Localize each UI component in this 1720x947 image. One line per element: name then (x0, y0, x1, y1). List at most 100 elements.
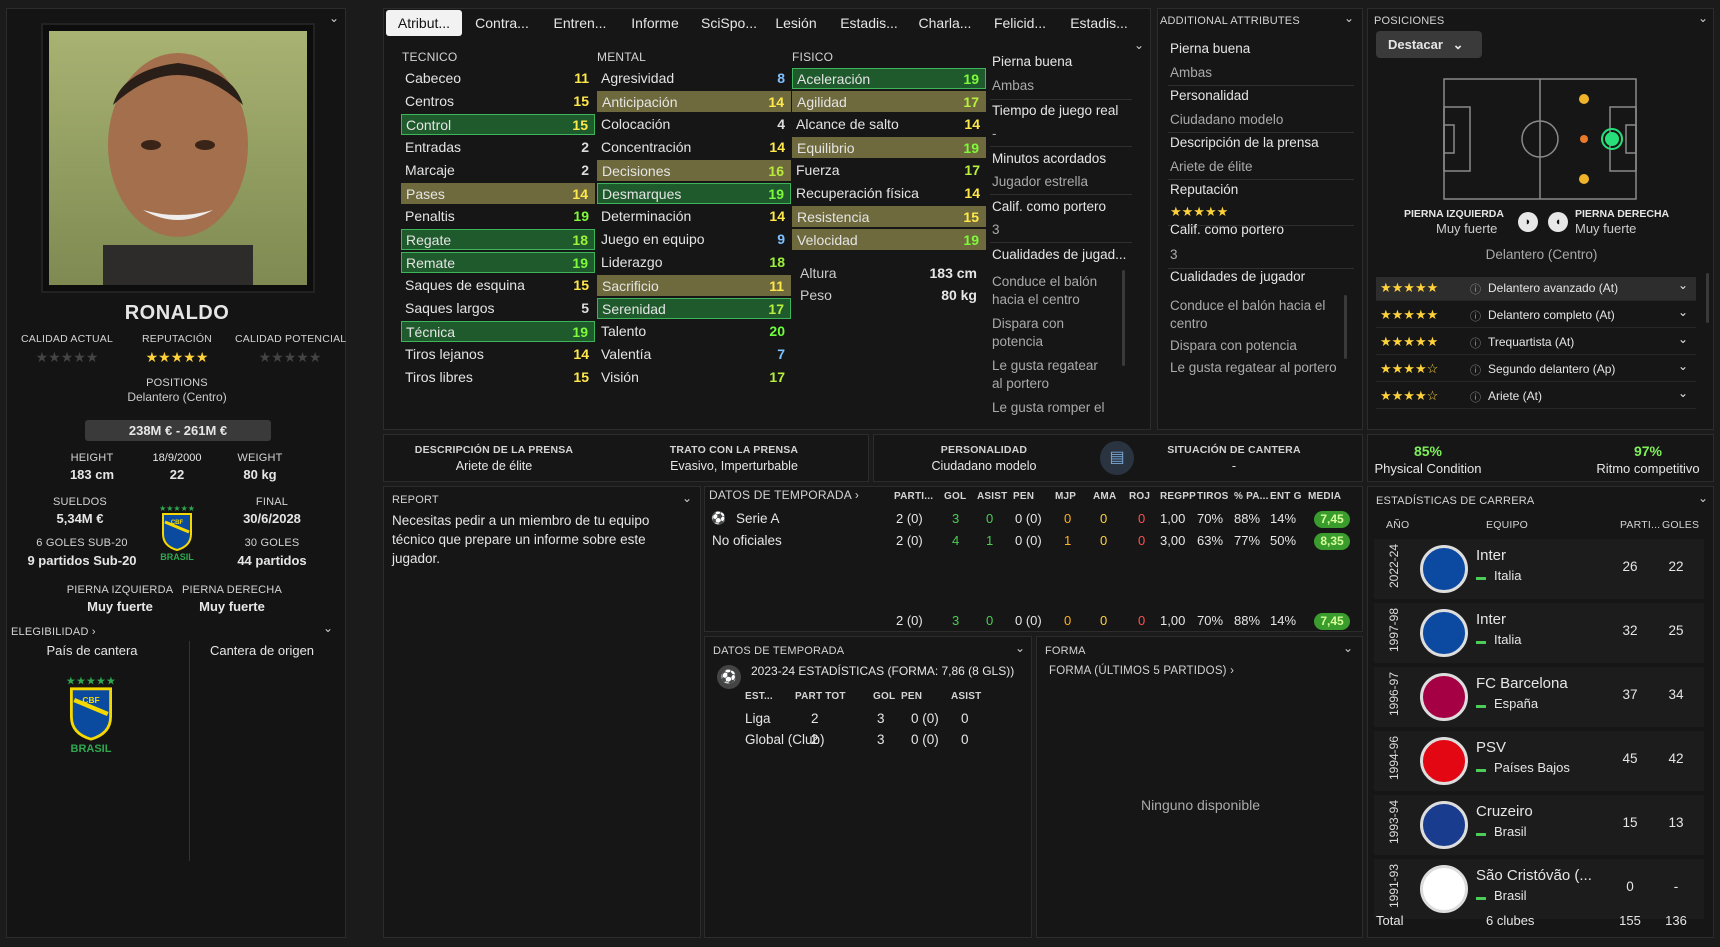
elegibilidad-label: ELEGIBILIDAD (11, 626, 89, 638)
forma-sub-link[interactable]: FORMA (ÚLTIMOS 5 PARTIDOS) › (1049, 665, 1235, 677)
sueldos-label: SUELDOS (53, 496, 107, 508)
club-crest-icon (1420, 801, 1468, 849)
tab-3[interactable]: Informe (631, 15, 679, 31)
role-row[interactable]: ★★★★☆ ⓘ Ariete (At) ⌄ (1376, 385, 1696, 409)
reputacion-label: REPUTACIÓN (141, 333, 213, 345)
scrollbar[interactable] (1344, 295, 1347, 359)
attribute-name: Concentración (601, 139, 692, 155)
club-country: Italia (1494, 568, 1522, 583)
tab-7[interactable]: Charla... (918, 15, 972, 31)
tab-4[interactable]: SciSpo... (700, 15, 758, 31)
season2-panel: DATOS DE TEMPORADA ⌄ ⚽ 2023-24 ESTADÍSTI… (704, 636, 1032, 938)
attribute-value: 2 (581, 162, 589, 178)
career-row[interactable]: 2022-24 Inter ▬ Italia 26 22 (1374, 539, 1704, 599)
player-profile-panel: ⌄ RONALDO CALIDAD ACTUAL REPUTACIÓN CALI… (6, 8, 346, 938)
chevron-down-icon[interactable]: ⌄ (1015, 641, 1026, 655)
info-icon[interactable]: ⓘ (1470, 392, 1481, 404)
rating-pill: 7,45 (1314, 613, 1350, 630)
attribute-value: 19 (573, 208, 589, 224)
season2-cell: 3 (877, 711, 885, 726)
career-goals: 34 (1668, 687, 1684, 702)
season-cell: 0 (1100, 533, 1108, 548)
attribute-name: Control (406, 117, 452, 133)
chevron-down-icon[interactable]: ⌄ (1344, 11, 1355, 25)
tab-8[interactable]: Felicid... (993, 15, 1047, 31)
flag-icon: ▬ (1476, 636, 1486, 647)
role-name: Delantero completo (At) (1488, 308, 1615, 322)
season-cell: 0 (1064, 613, 1072, 628)
attribute-value: 19 (768, 186, 784, 202)
season2-title: DATOS DE TEMPORADA (713, 645, 845, 657)
chevron-down-icon[interactable]: ⌄ (1698, 491, 1709, 505)
season-cell: 1 (1064, 533, 1072, 548)
u20-apps: 9 partidos Sub-20 (27, 553, 137, 568)
attribute-name: Cabeceo (405, 70, 462, 86)
season2-cell: 3 (877, 732, 885, 747)
calidad-potencial-stars: ★★★★★ (258, 349, 322, 365)
season-cell: 0 (1100, 511, 1108, 526)
attribute-value: 17 (963, 94, 979, 110)
elegibilidad-link[interactable]: ELEGIBILIDAD › (11, 626, 96, 638)
role-name: Segundo delantero (Ap) (1488, 362, 1616, 376)
tab-0[interactable]: Atribut... (386, 10, 462, 36)
attribute-row: Fuerza 17 (792, 160, 986, 181)
chevron-down-icon[interactable]: ⌄ (682, 491, 693, 505)
age-value: 22 (169, 467, 185, 482)
season-cell: 3 (952, 511, 960, 526)
info-icon[interactable]: ⓘ (1470, 311, 1481, 323)
destacar-dropdown[interactable]: Destacar ⌄ (1376, 31, 1482, 58)
chevron-down-icon[interactable]: ⌄ (1678, 386, 1689, 400)
chevron-down-icon[interactable]: ⌄ (1698, 11, 1709, 25)
chevron-down-icon[interactable]: ⌄ (1678, 305, 1689, 319)
info-icon[interactable]: ⓘ (1470, 365, 1481, 377)
info-icon[interactable]: ⓘ (1470, 284, 1481, 296)
attribute-value: 15 (573, 369, 589, 385)
tab-1[interactable]: Contra... (475, 15, 529, 31)
chevron-down-icon[interactable]: ⌄ (1678, 359, 1689, 373)
role-row[interactable]: ★★★★☆ ⓘ Segundo delantero (Ap) ⌄ (1376, 358, 1696, 382)
season-header: ASIST (977, 491, 1008, 502)
chevron-down-icon[interactable]: ⌄ (1678, 332, 1689, 346)
career-panel: ESTADÍSTICAS DE CARRERA ⌄ AÑO EQUIPO PAR… (1367, 486, 1714, 938)
chevron-down-icon[interactable]: ⌄ (1134, 38, 1145, 52)
career-h-goals: GOLES (1662, 519, 1700, 531)
role-row[interactable]: ★★★★★ ⓘ Trequartista (At) ⌄ (1376, 331, 1696, 355)
chevron-down-icon[interactable]: ⌄ (323, 621, 334, 635)
chevron-down-icon[interactable]: ⌄ (1678, 278, 1689, 292)
cualidad-item: Dispara con potencia (1170, 338, 1297, 353)
forma-sub: FORMA (ÚLTIMOS 5 PARTIDOS) (1049, 665, 1227, 677)
tab-9[interactable]: Estadis... (1070, 15, 1128, 31)
attribute-row: Valentía 7 (597, 344, 791, 365)
scrollbar[interactable] (1122, 270, 1125, 366)
tab-2[interactable]: Entren... (553, 15, 607, 31)
role-stars: ★★★★☆ (1380, 361, 1439, 376)
chevron-down-icon[interactable]: ⌄ (1343, 641, 1354, 655)
tab-6[interactable]: Estadis... (840, 15, 898, 31)
season-header: REGPP (1160, 491, 1197, 502)
cualidad-item: Le gusta romper el (992, 400, 1105, 415)
attribute-name: Recuperación física (796, 185, 919, 201)
add-desc-value: Ariete de élite (1170, 159, 1253, 174)
attribute-row: Agilidad 17 (792, 91, 986, 112)
cualidad-item: Dispara con potencia (992, 316, 1065, 349)
role-row[interactable]: ★★★★★ ⓘ Delantero completo (At) ⌄ (1376, 304, 1696, 328)
scrollbar[interactable] (1706, 273, 1709, 323)
career-year: 2022-24 (1387, 543, 1401, 589)
career-row[interactable]: 1991-93 São Cristóvão (... ▬ Brasil 0 - (1374, 859, 1704, 919)
info-icon[interactable]: ⓘ (1470, 338, 1481, 350)
press-desc-value: Ariete de élite (455, 459, 533, 473)
season-cell: 14% (1270, 511, 1297, 526)
career-row[interactable]: 1997-98 Inter ▬ Italia 32 25 (1374, 603, 1704, 663)
chevron-down-icon[interactable]: ⌄ (329, 11, 340, 25)
season-title-link[interactable]: DATOS DE TEMPORADA › (709, 488, 860, 502)
career-row[interactable]: 1993-94 Cruzeiro ▬ Brasil 15 13 (1374, 795, 1704, 855)
add-desc-label: Descripción de la prensa (1170, 135, 1319, 150)
career-row[interactable]: 1996-97 FC Barcelona ▬ España 37 34 (1374, 667, 1704, 727)
attribute-row: Técnica 19 (401, 321, 595, 342)
attribute-row: Recuperación física 14 (792, 183, 986, 204)
season-header: ENT G (1270, 491, 1302, 502)
attribute-row: Marcaje 2 (401, 160, 595, 181)
role-row[interactable]: ★★★★★ ⓘ Delantero avanzado (At) ⌄ (1376, 277, 1696, 301)
tab-5[interactable]: Lesión (775, 15, 817, 31)
career-row[interactable]: 1994-96 PSV ▬ Países Bajos 45 42 (1374, 731, 1704, 791)
